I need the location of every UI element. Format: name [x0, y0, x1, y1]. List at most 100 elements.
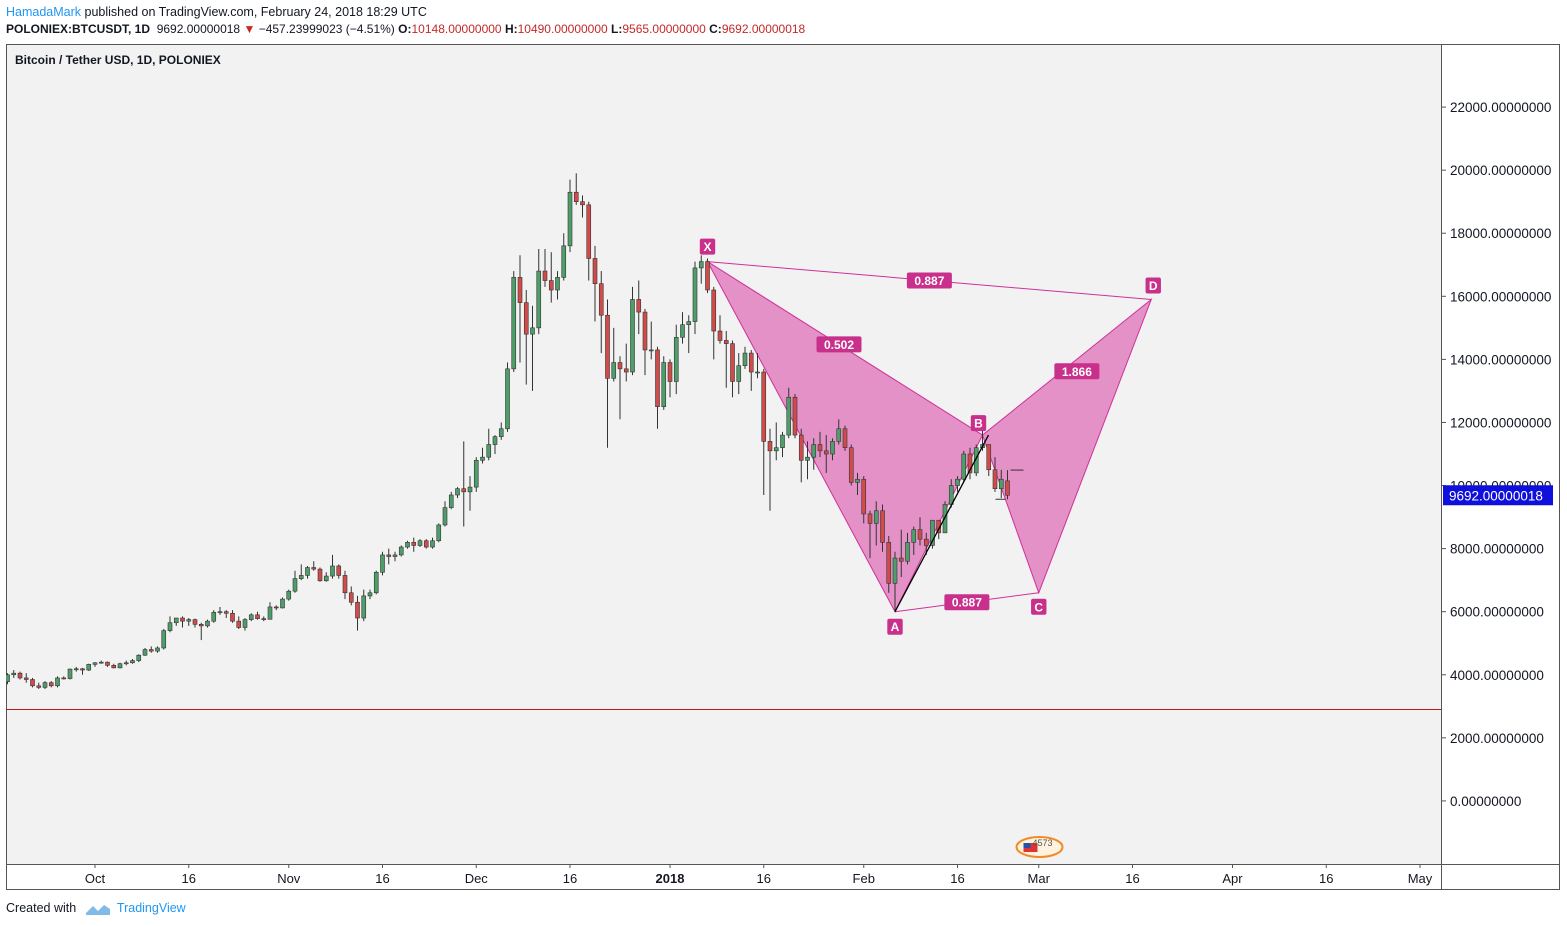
candle — [861, 476, 867, 524]
tradingview-logo-icon — [85, 904, 110, 915]
candle — [586, 201, 592, 281]
candle — [411, 537, 417, 552]
candle-body — [417, 540, 423, 546]
x-tick-label: 16 — [757, 871, 771, 886]
candle-body — [161, 630, 167, 649]
candle-body — [442, 507, 448, 526]
candle-body — [86, 664, 92, 671]
candle — [248, 613, 254, 622]
candle — [205, 619, 210, 628]
candle — [992, 457, 998, 492]
candle — [830, 438, 835, 461]
candle-body — [548, 280, 554, 291]
published-text: published on TradingView.com, February 2… — [84, 5, 427, 19]
candle — [911, 526, 917, 555]
candle — [286, 589, 292, 601]
candle-body — [961, 453, 967, 480]
price-chart[interactable]: 0.887 0.502 1.866 0.887 X A B C D 4573 Bitcoin / T… — [6, 44, 1560, 890]
candle-body — [886, 542, 892, 584]
candle — [242, 618, 248, 631]
candle — [498, 422, 504, 440]
candle — [230, 610, 235, 623]
candle-body — [873, 510, 879, 524]
candle — [348, 586, 354, 606]
pattern-point-label-bg — [1031, 598, 1047, 615]
y-tick-label: 2000.00000000 — [1450, 731, 1544, 746]
candle-body — [830, 441, 835, 455]
candle-body — [648, 349, 654, 352]
ratio-label: 1.866 — [1054, 363, 1100, 380]
candle-body — [917, 529, 923, 540]
candle — [917, 517, 923, 546]
candle-body — [730, 343, 735, 382]
candle — [886, 536, 892, 593]
candle — [630, 286, 635, 376]
ratio-label-text: 0.502 — [824, 338, 854, 352]
x-tick-label: 16 — [950, 871, 964, 886]
candle-body — [705, 261, 710, 291]
y-tick-label: 4000.00000000 — [1450, 668, 1544, 683]
ratio-label: 0.887 — [906, 272, 952, 289]
open-value: 10148.00000000 — [411, 22, 502, 36]
candle — [698, 255, 704, 284]
candle — [523, 290, 529, 385]
candle-body — [236, 620, 242, 628]
candle-body — [1005, 480, 1010, 496]
ratio-label-text: 0.887 — [952, 596, 982, 610]
ratio-label-bg — [906, 272, 952, 289]
pattern-point-label: B — [970, 415, 987, 432]
candle — [667, 359, 673, 398]
candle-body — [273, 606, 279, 609]
author-link[interactable]: HamadaMark — [6, 5, 82, 19]
candle — [805, 441, 810, 480]
candle-body — [111, 665, 117, 669]
price-axis-background — [1441, 44, 1560, 890]
candle — [730, 340, 735, 398]
plot-area-background — [6, 44, 1441, 864]
pattern-point-label-bg — [699, 238, 716, 255]
tradingview-link[interactable]: TradingView — [116, 901, 186, 915]
candle — [42, 681, 48, 689]
candle-body — [486, 444, 492, 458]
candle-body — [817, 444, 823, 452]
candle — [136, 654, 142, 663]
candle — [798, 428, 804, 483]
candle-body — [455, 488, 460, 496]
candle-body — [867, 513, 873, 524]
candle-body — [748, 352, 754, 373]
candle-body — [580, 201, 585, 206]
candle — [355, 595, 360, 631]
candle — [367, 589, 373, 600]
symbol-label: POLONIEX:BTCUSDT, 1D — [6, 22, 151, 36]
candle — [80, 667, 85, 675]
candle-body — [242, 619, 248, 628]
candle — [361, 589, 367, 622]
last-price: 9692.00000018 — [156, 22, 241, 36]
candle — [486, 428, 492, 461]
candle-body — [623, 368, 629, 373]
candle — [648, 321, 654, 360]
x-tick-label: 16 — [563, 871, 577, 886]
candle — [73, 666, 79, 672]
candle — [811, 438, 817, 470]
candle — [711, 286, 717, 360]
candle — [717, 315, 723, 344]
candle — [186, 618, 192, 626]
footer: Created with TradingView — [6, 900, 186, 916]
symbol-info: POLONIEX:BTCUSDT, 1D 9692.00000018 ▼ −45… — [6, 21, 805, 37]
candle — [430, 537, 435, 549]
candle-body — [117, 663, 123, 669]
candle — [736, 353, 742, 395]
candle-body — [173, 617, 179, 624]
chart-container[interactable]: 0.887 0.502 1.866 0.887 X A B C D 4573 Bitcoin / T… — [6, 44, 1560, 890]
candle-body — [511, 277, 517, 370]
x-tick-label: 16 — [182, 871, 196, 886]
candle-body — [617, 362, 623, 370]
candle-body — [642, 311, 648, 351]
candle-body — [461, 488, 467, 493]
candle — [123, 660, 129, 666]
candle-body — [136, 654, 142, 661]
candle-body — [992, 469, 998, 489]
candle-body — [661, 362, 667, 407]
candle — [167, 616, 173, 633]
